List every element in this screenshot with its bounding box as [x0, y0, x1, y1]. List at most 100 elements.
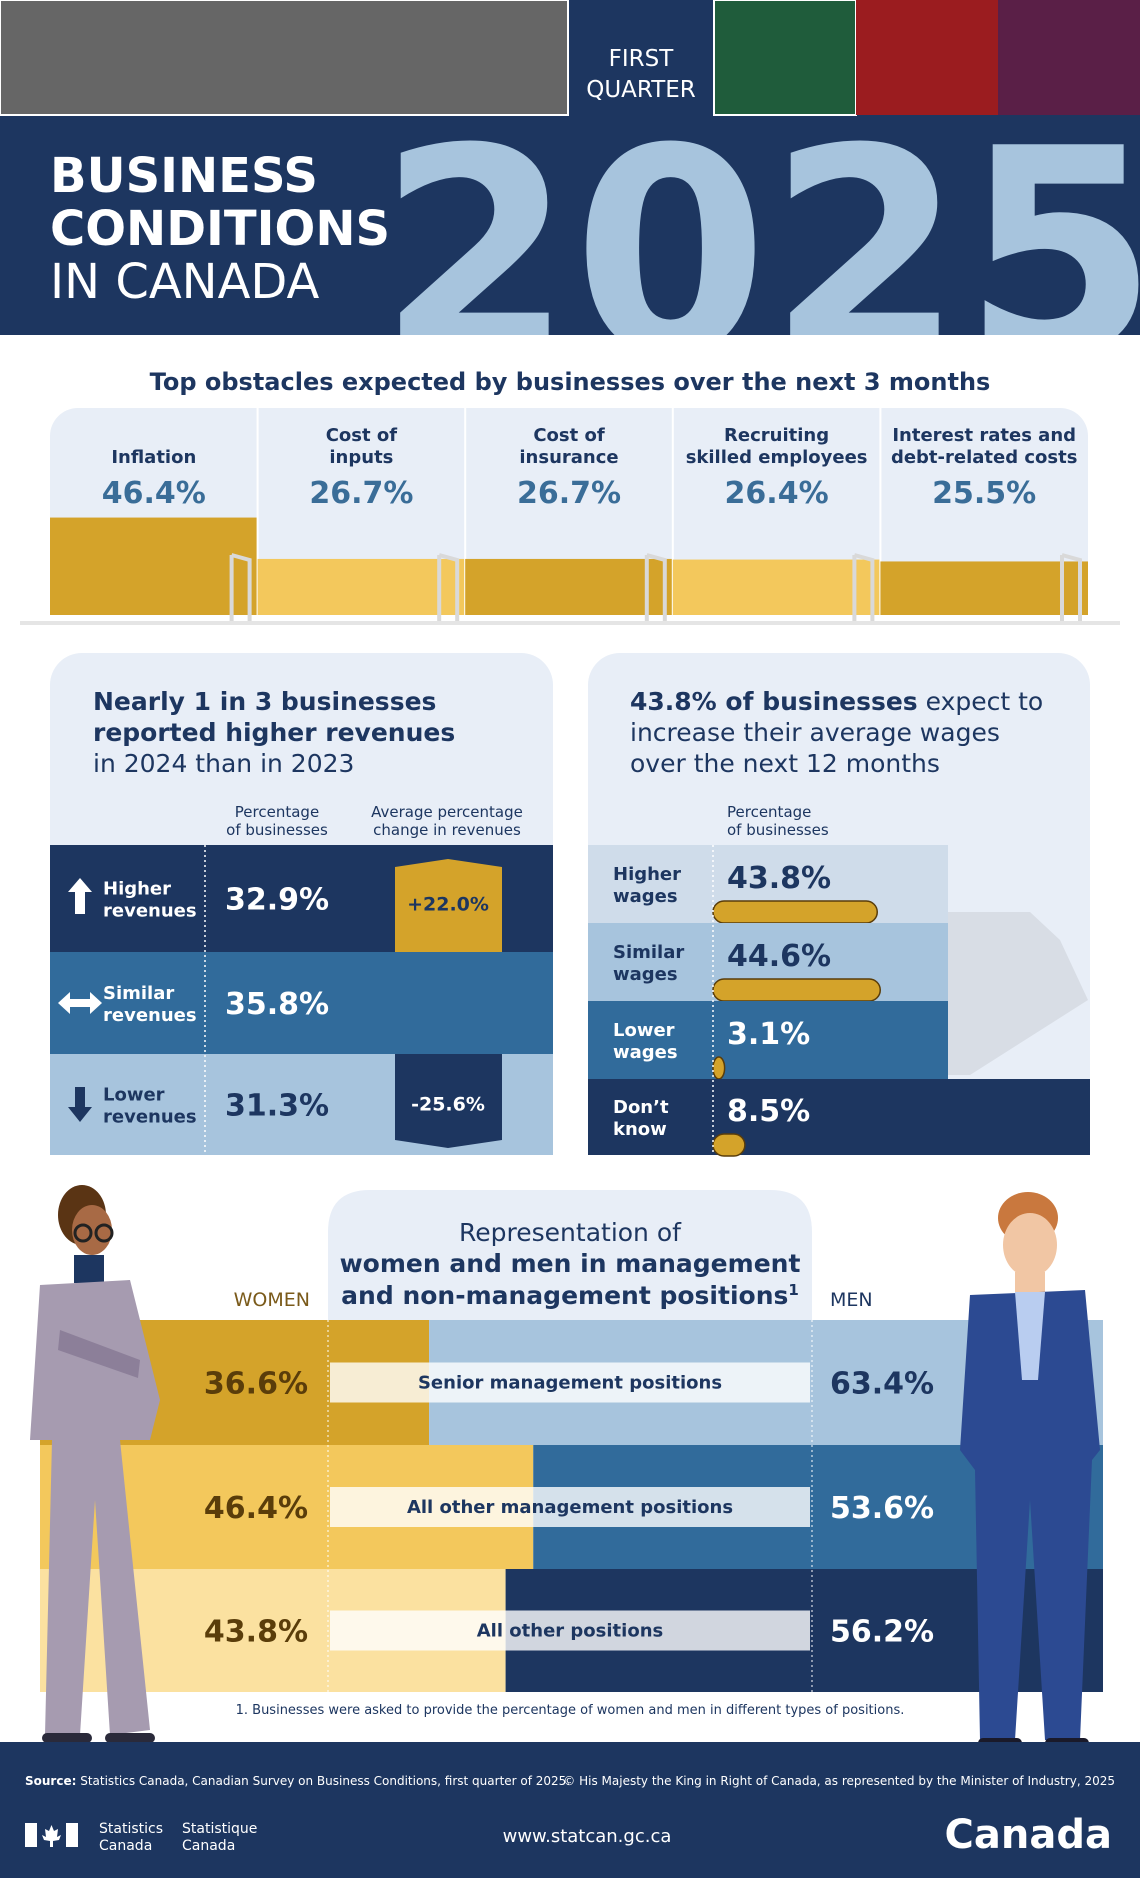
- row-label: know: [613, 1119, 667, 1140]
- section-title-line: women and men in management: [340, 1249, 801, 1278]
- panel-title: increase their average wages: [630, 718, 1000, 747]
- column-header: Percentage: [727, 803, 811, 821]
- obstacle-bar: [672, 559, 881, 615]
- obstacle-label: inputs: [329, 447, 393, 468]
- obstacle-bar: [880, 561, 1088, 615]
- column-header: Percentage: [235, 803, 319, 821]
- obstacle-value: 26.7%: [517, 476, 621, 511]
- hurdle: [437, 553, 460, 625]
- share-value: 35.8%: [225, 987, 329, 1022]
- url: www.statcan.gc.ca: [503, 1826, 672, 1847]
- icon-up: [68, 878, 92, 914]
- men-value: 63.4%: [830, 1367, 934, 1402]
- header-strip: [998, 0, 1140, 115]
- position-label-box: [330, 1362, 810, 1403]
- panel-title: over the next 12 months: [630, 749, 940, 778]
- change-box: [395, 1054, 502, 1148]
- main-title: CONDITIONS: [50, 201, 390, 257]
- row-label: revenues: [103, 1005, 197, 1026]
- icon-both: [58, 992, 102, 1014]
- women-label: WOMEN: [234, 1289, 310, 1311]
- agency-name: Statistics: [99, 1821, 163, 1837]
- title-box: [328, 1190, 812, 1320]
- obstacle-label: Interest rates and: [892, 425, 1076, 446]
- obstacle-bar: [50, 517, 258, 615]
- share-value: 8.5%: [727, 1094, 810, 1129]
- change-box: [395, 859, 502, 952]
- panel-title: in 2024 than in 2023: [93, 749, 354, 778]
- row-label: Lower: [613, 1020, 675, 1041]
- source: Source: Statistics Canada, Canadian Surv…: [25, 1774, 570, 1788]
- section-title-line: and non-management positions: [341, 1281, 788, 1310]
- row-label: Similar: [613, 942, 684, 963]
- obstacle-label: Cost of: [326, 425, 398, 446]
- row-label: Don’t: [613, 1097, 669, 1118]
- copyright: © His Majesty the King in Right of Canad…: [563, 1774, 1115, 1788]
- column-header: Average percentage: [371, 803, 523, 821]
- agency-name: Statistique: [182, 1821, 257, 1837]
- position-label-box: [330, 1487, 810, 1527]
- section-title: women and men in management: [340, 1249, 801, 1278]
- obstacle-value: 26.7%: [309, 476, 413, 511]
- obstacle-value: 25.5%: [932, 476, 1036, 511]
- section-title: Representation of: [459, 1218, 682, 1247]
- wage-bar: [712, 978, 881, 1002]
- men-value: 53.6%: [830, 1491, 934, 1526]
- header-strip: [713, 0, 857, 116]
- panel-title-bold: 43.8% of businesses: [630, 687, 918, 716]
- quarter-label: FIRST: [609, 46, 675, 72]
- footnote-mark: 1: [788, 1281, 798, 1299]
- hurdle: [1060, 553, 1082, 625]
- source-text: Statistics Canada, Canadian Survey on Bu…: [76, 1774, 570, 1788]
- women-value: 43.8%: [204, 1615, 308, 1650]
- quarter-label: QUARTER: [586, 77, 696, 103]
- obstacle-label: insurance: [519, 447, 618, 468]
- column-header: of businesses: [727, 821, 829, 839]
- row-label: wages: [613, 964, 678, 985]
- panel-title: 43.8% of businesses expect to: [630, 687, 1043, 716]
- column-header: change in revenues: [373, 821, 521, 839]
- change-value: +22.0%: [407, 894, 489, 916]
- obstacle-label: Cost of: [533, 425, 605, 446]
- year-group: 2025: [378, 88, 1140, 420]
- obstacle-label: skilled employees: [686, 447, 868, 468]
- women-value: 46.4%: [204, 1491, 308, 1526]
- row-label: Lower: [103, 1085, 165, 1106]
- row-label: revenues: [103, 1107, 197, 1128]
- position-label: All other management positions: [407, 1497, 733, 1518]
- obstacle-label: Recruiting: [724, 425, 829, 446]
- obstacle-value: 26.4%: [725, 476, 829, 511]
- footer-bg: [0, 1742, 1140, 1878]
- obstacle-label: debt-related costs: [891, 447, 1078, 468]
- main-title: BUSINESS: [50, 148, 318, 204]
- row-bg: [588, 1001, 948, 1079]
- position-label: All other positions: [477, 1621, 663, 1642]
- share-value: 44.6%: [727, 939, 831, 974]
- men-label: MEN: [830, 1289, 873, 1311]
- hurdle: [852, 553, 875, 625]
- year: 2025: [378, 88, 1140, 420]
- hurdle: [644, 553, 667, 625]
- canada-flag: [25, 1823, 78, 1847]
- panel-title: Nearly 1 in 3 businesses: [93, 687, 436, 716]
- share-value: 31.3%: [225, 1089, 329, 1124]
- wage-bar: [712, 1133, 746, 1157]
- obstacle-label: Inflation: [111, 447, 196, 468]
- wordmark: Canada: [945, 1812, 1112, 1858]
- row-bg: [588, 1079, 1090, 1155]
- share-value: 32.9%: [225, 883, 329, 918]
- position-label-box: [330, 1610, 810, 1651]
- obstacle-bar: [257, 558, 466, 615]
- panel-title-rest: expect to: [918, 687, 1044, 716]
- column-header: of businesses: [226, 821, 328, 839]
- section-title: and non-management positions1: [341, 1281, 799, 1310]
- wage-bar: [712, 900, 878, 924]
- footnote: 1. Businesses were asked to provide the …: [236, 1703, 905, 1718]
- row-label: revenues: [103, 901, 197, 922]
- obstacle-bar: [465, 558, 673, 615]
- share-value: 3.1%: [727, 1017, 810, 1052]
- women-value: 36.6%: [204, 1367, 308, 1402]
- change-value: -25.6%: [411, 1094, 485, 1116]
